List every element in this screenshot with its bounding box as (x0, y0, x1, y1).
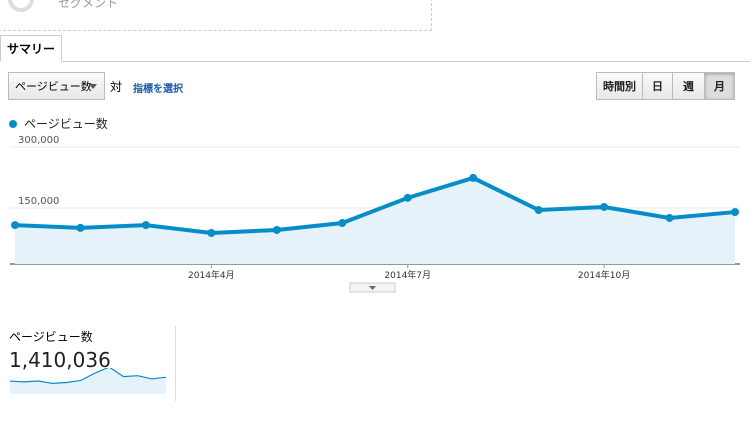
dropdown-arrow (89, 84, 97, 93)
point (403, 193, 412, 202)
line (14, 175, 736, 236)
period-button[interactable]: 週 (672, 72, 705, 100)
legend-dot (9, 120, 17, 128)
point (76, 223, 85, 232)
period-button[interactable]: 時間別 (596, 72, 643, 100)
x-tick-label: 2014年7月 (384, 269, 431, 281)
period-button[interactable]: 日 (642, 72, 673, 100)
metric-dropdown[interactable]: ページビュー数 (8, 72, 105, 100)
point (534, 206, 543, 215)
x-tick-label: 2014年10月 (578, 269, 630, 281)
dropdown-text: ページビュー数 (15, 80, 92, 93)
select-metric-link[interactable]: 指標を選択 (133, 84, 183, 95)
point (272, 225, 281, 234)
point (207, 229, 216, 238)
segment-box (0, 0, 432, 31)
point (665, 213, 674, 222)
versus-text: 対 (110, 80, 123, 94)
summary-value: 1,410,036 (9, 348, 111, 372)
collapse-arrow (369, 286, 376, 290)
sparkline-line (9, 368, 167, 384)
point (600, 202, 609, 211)
point (141, 221, 150, 230)
segment-label[interactable]: セグメント (58, 0, 119, 10)
sparkline-area (10, 368, 166, 394)
tab-line (0, 61, 750, 62)
summary-tab[interactable]: サマリー (0, 35, 62, 62)
y-tick-label: 300,000 (18, 135, 59, 146)
point (338, 219, 347, 228)
legend-label: ページビュー数 (24, 116, 108, 131)
area (15, 177, 735, 264)
point (11, 221, 19, 230)
point (731, 208, 739, 217)
y-tick-label: 150,000 (18, 196, 59, 207)
summary-divider (175, 326, 176, 401)
period-button[interactable]: 月 (704, 72, 735, 100)
chart: ページビュー数 150,000 300,000 2014年4月 2014年7月 2014年… (9, 116, 740, 293)
sparkline (9, 368, 167, 394)
point (469, 173, 478, 182)
summary-label: ページビュー数 (9, 330, 93, 344)
x-tick-label: 2014年4月 (188, 269, 235, 281)
